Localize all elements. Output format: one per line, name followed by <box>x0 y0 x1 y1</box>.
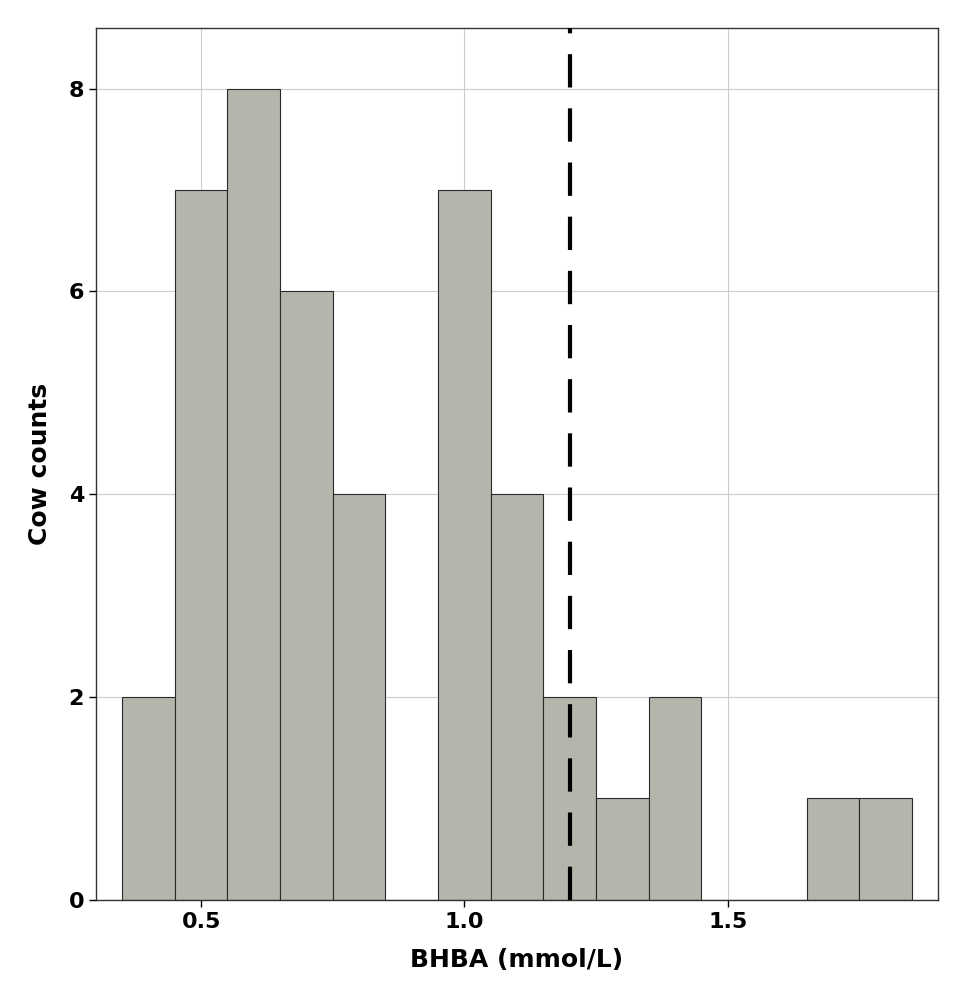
Y-axis label: Cow counts: Cow counts <box>28 383 52 545</box>
Bar <box>807 798 859 900</box>
Bar <box>491 494 543 900</box>
Bar <box>859 798 912 900</box>
Bar <box>438 190 491 900</box>
X-axis label: BHBA (mmol/L): BHBA (mmol/L) <box>411 948 624 972</box>
Bar <box>175 190 227 900</box>
Bar <box>543 697 596 900</box>
Bar <box>596 798 648 900</box>
Bar <box>280 291 332 900</box>
Bar <box>227 89 280 900</box>
Bar <box>648 697 701 900</box>
Bar <box>332 494 385 900</box>
Bar <box>122 697 175 900</box>
